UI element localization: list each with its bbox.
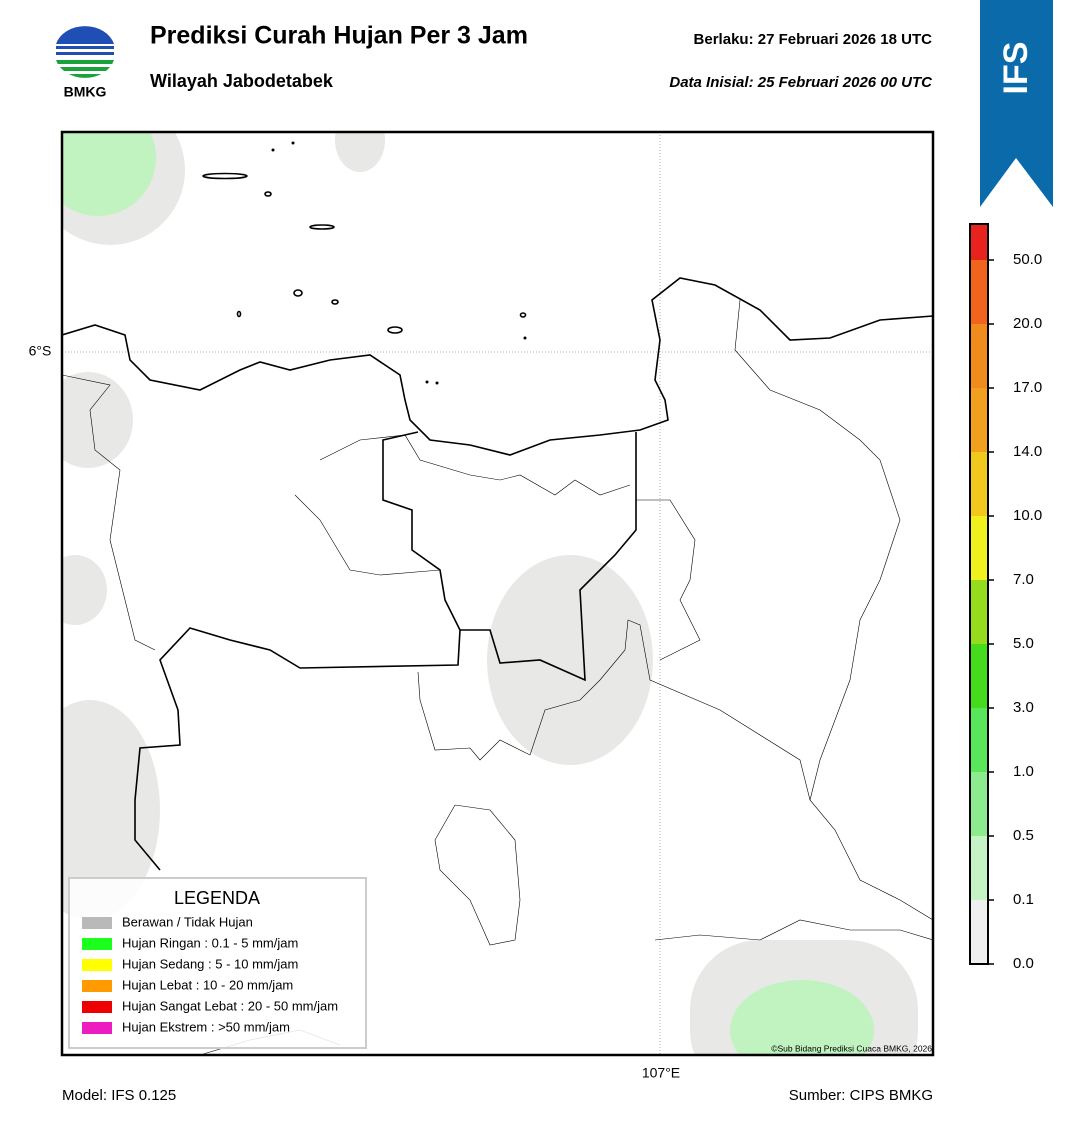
legend-title: LEGENDA xyxy=(174,888,260,908)
colorbar-segment xyxy=(970,580,988,644)
legend-label: Berawan / Tidak Hujan xyxy=(122,914,253,929)
copyright: ©Sub Bidang Prediksi Cuaca BMKG, 2026 xyxy=(771,1043,932,1053)
legend: LEGENDA Berawan / Tidak Hujan Hujan Ringa… xyxy=(68,877,367,1049)
subtitle: Wilayah Jabodetabek xyxy=(150,71,334,91)
legend-swatch xyxy=(82,938,112,950)
legend-label: Hujan Sedang : 5 - 10 mm/jam xyxy=(122,956,298,971)
colorbar-label: 14.0 xyxy=(1013,443,1042,460)
source: Sumber: CIPS BMKG xyxy=(789,1087,933,1104)
colorbar-segment xyxy=(970,388,988,452)
lon-label: 107°E xyxy=(642,1065,680,1081)
map: ©Sub Bidang Prediksi Cuaca BMKG, 2026 xyxy=(62,132,933,1055)
colorbar-segment xyxy=(970,452,988,516)
legend-swatch xyxy=(82,959,112,971)
colorbar-label: 0.5 xyxy=(1013,827,1034,844)
legend-swatch xyxy=(82,1022,112,1034)
colorbar-segment xyxy=(970,836,988,900)
legend-label: Hujan Sangat Lebat : 20 - 50 mm/jam xyxy=(122,998,338,1013)
badge-text: IFS xyxy=(997,42,1035,95)
colorbar-segment xyxy=(970,772,988,836)
colorbar-segment xyxy=(970,900,988,964)
logo: BMKG xyxy=(56,26,114,100)
logo-text: BMKG xyxy=(64,84,107,100)
valid-time: Berlaku: 27 Februari 2026 18 UTC xyxy=(694,31,933,48)
colorbar-segment xyxy=(970,324,988,388)
colorbar-segment xyxy=(970,708,988,772)
colorbar-label: 7.0 xyxy=(1013,571,1034,588)
legend-swatch xyxy=(82,980,112,992)
colorbar-label: 20.0 xyxy=(1013,315,1042,332)
colorbar-label: 17.0 xyxy=(1013,379,1042,396)
colorbar-label: 1.0 xyxy=(1013,763,1034,780)
colorbar-segment xyxy=(970,516,988,580)
colorbar-segment xyxy=(970,644,988,708)
colorbar-label: 50.0 xyxy=(1013,251,1042,268)
initial-time: Data Inisial: 25 Februari 2026 00 UTC xyxy=(669,74,933,91)
legend-swatch xyxy=(82,1001,112,1013)
legend-swatch xyxy=(82,917,112,929)
title: Prediksi Curah Hujan Per 3 Jam xyxy=(150,22,528,50)
colorbar-segment xyxy=(970,224,988,260)
map-frame xyxy=(60,130,935,1057)
colorbar-label: 3.0 xyxy=(1013,699,1034,716)
legend-label: Hujan Lebat : 10 - 20 mm/jam xyxy=(122,977,293,992)
colorbar-label: 0.0 xyxy=(1013,955,1034,972)
colorbar-label: 0.1 xyxy=(1013,891,1034,908)
colorbar-label: 10.0 xyxy=(1013,507,1042,524)
colorbar-frame xyxy=(969,223,989,965)
model: Model: IFS 0.125 xyxy=(62,1087,176,1104)
legend-label: Hujan Ekstrem : >50 mm/jam xyxy=(122,1019,290,1034)
lat-label: 6°S xyxy=(29,343,52,359)
colorbar: 0.0 0.1 0.5 1.0 3.0 5.0 7.0 10.0 14.0 17.0 20.0 50.… xyxy=(969,223,1042,972)
colorbar-label: 5.0 xyxy=(1013,635,1034,652)
badge xyxy=(980,0,1053,207)
legend-label: Hujan Ringan : 0.1 - 5 mm/jam xyxy=(122,935,298,950)
colorbar-segment xyxy=(970,260,988,324)
